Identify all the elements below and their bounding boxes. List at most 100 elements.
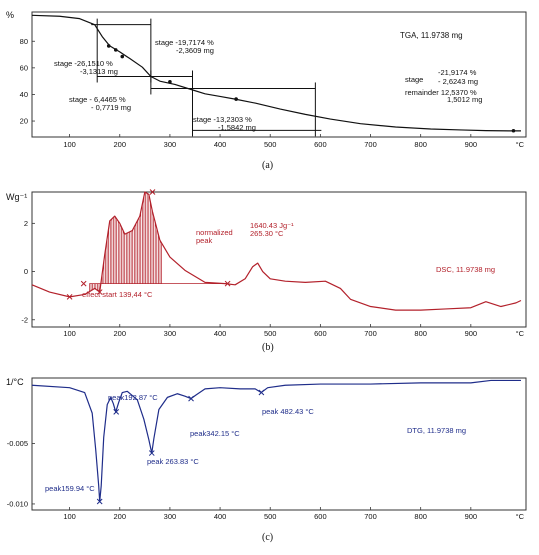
dtg-annotation: peak159.94 °C peak192.87 °C peak 263.83 … — [45, 393, 466, 493]
y-tick-label: 40 — [20, 90, 28, 99]
dtg-plot-area: 100 200 300 400 500 600 700 800 900 °C -0.010 -0.00… — [7, 379, 525, 521]
tga-marker — [113, 48, 118, 52]
dsc-marker — [80, 280, 87, 287]
y-tick-label: -0.005 — [7, 439, 28, 448]
tga-annot-stage5-c: - 2,6243 mg — [438, 77, 478, 86]
x-tick-label: 100 — [63, 140, 76, 149]
x-tick-label: 600 — [314, 140, 327, 149]
dtg-marker — [96, 498, 103, 505]
x-tick-label: 400 — [214, 140, 227, 149]
x-tick-label: 400 — [214, 329, 227, 338]
x-tick-label: 500 — [264, 512, 277, 521]
dsc-marker — [224, 280, 231, 287]
tga-frame — [31, 11, 527, 138]
dsc-marker — [149, 189, 156, 195]
tga-annot-remainder-a: remainder 12,5370 % — [405, 88, 477, 97]
dsc-ylabel: Wg⁻¹ — [6, 192, 27, 202]
dsc-curve — [31, 191, 522, 311]
tga-panel: % 100 200 300 400 500 600 700 800 900 °C20406080 … — [6, 10, 527, 171]
y-tick-label: 60 — [20, 63, 28, 72]
x-tick-label: 500 — [264, 329, 277, 338]
x-tick-label: 900 — [465, 512, 478, 521]
tga-annotation: stage -26,1510 % -3,1313 mg stage -19,71… — [54, 38, 482, 132]
x-tick-label: 600 — [314, 512, 327, 521]
x-tick-label: 700 — [364, 329, 377, 338]
dsc-plot-area: 100 200 300 400 500 600 700 800 900 °C -2 0 2 — [21, 189, 525, 338]
x-tick-label: 300 — [164, 512, 177, 521]
tga-annot-remainder-b: 1,5012 mg — [447, 95, 482, 104]
x-tick-label: 900 — [465, 140, 478, 149]
tga-ylabel: % — [6, 10, 14, 20]
tga-marker — [234, 97, 238, 101]
dtg-annot-peak3: peak 263.83 °C — [147, 457, 199, 466]
y-tick-label: -2 — [21, 315, 28, 324]
x-tick-label: 800 — [414, 329, 427, 338]
x-tick-label: 500 — [264, 140, 277, 149]
dsc-marker — [96, 289, 103, 295]
dsc-marker — [66, 294, 73, 300]
dtg-marker — [258, 389, 265, 396]
dsc-frame — [31, 191, 527, 328]
y-tick-label: 2 — [24, 219, 28, 228]
dtg-curve — [31, 379, 521, 503]
x-axis-label: °C — [516, 140, 525, 149]
x-tick-label: 300 — [164, 329, 177, 338]
tga-annot-stage4-b: -1,5842 mg — [218, 123, 256, 132]
tga-annot-stage5-a: stage — [405, 75, 423, 84]
tga-caption: (a) — [262, 160, 273, 171]
tga-annot-stage2-a: stage -19,7174 % — [155, 38, 214, 47]
x-tick-label: 900 — [465, 329, 478, 338]
dtg-legend-label: DTG, 11.9738 mg — [407, 426, 466, 435]
x-tick-label: 300 — [164, 140, 177, 149]
dsc-legend-label: DSC, 11.9738 mg — [436, 265, 495, 274]
dtg-marker — [188, 395, 194, 402]
x-tick-label: 600 — [314, 329, 327, 338]
x-axis-label: °C — [516, 329, 525, 338]
tga-annot-stage1-b: -3,1313 mg — [80, 67, 118, 76]
x-tick-label: 100 — [63, 512, 76, 521]
dsc-panel: Wg⁻¹ 100 200 300 400 500 600 700 800 900 °C -2 0 2 n… — [6, 189, 527, 353]
y-tick-label: -0.010 — [7, 499, 28, 508]
dtg-marker — [148, 450, 155, 456]
dsc-annotation: normalized peak 1640.43 Jg⁻¹ 265.30 °C e… — [82, 221, 495, 299]
y-tick-label: 0 — [24, 267, 28, 276]
tga-annot-stage3-b: - 0,7719 mg — [91, 103, 131, 112]
y-tick-label: 80 — [20, 37, 28, 46]
dsc-annot-effect-start: effect start 139,44 °C — [82, 290, 153, 299]
dtg-annot-peak4: peak342.15 °C — [190, 429, 240, 438]
dtg-caption: (c) — [262, 532, 273, 543]
dtg-panel: 1/°C 100 200 300 400 500 600 700 800 900 °C -0.010… — [6, 377, 527, 543]
x-tick-label: 400 — [214, 512, 227, 521]
x-tick-label: 700 — [364, 140, 377, 149]
tga-annot-stage5-b: -21,9174 % — [438, 68, 477, 77]
x-tick-label: 200 — [114, 512, 127, 521]
dsc-caption: (b) — [262, 342, 274, 353]
tga-marker — [120, 54, 125, 59]
dsc-annot-temp: 265.30 °C — [250, 229, 284, 238]
tga-marker — [106, 44, 111, 48]
x-tick-label: 100 — [63, 329, 76, 338]
dtg-frame — [31, 377, 527, 511]
tga-annot-stage3-a: stage - 6,4465 % — [69, 95, 126, 104]
tga-marker — [511, 128, 516, 133]
tga-legend-label: TGA, 11.9738 mg — [400, 31, 463, 40]
x-tick-label: 700 — [364, 512, 377, 521]
x-tick-label: 200 — [114, 140, 127, 149]
dsc-annot-value: 1640.43 Jg⁻¹ — [250, 221, 294, 230]
tga-curve — [31, 14, 521, 132]
tga-marker — [168, 80, 172, 84]
tga-annot-stage1-a: stage -26,1510 % — [54, 59, 113, 68]
dtg-annot-peak1: peak159.94 °C — [45, 484, 95, 493]
x-tick-label: 800 — [414, 140, 427, 149]
tga-annot-stage4-a: stage -13,2303 % — [193, 115, 252, 124]
dsc-annot-peak: peak — [196, 236, 213, 245]
dtg-marker — [113, 409, 120, 415]
x-axis-label: °C — [516, 512, 525, 521]
dtg-annot-peak5: peak 482.43 °C — [262, 407, 314, 416]
dtg-ylabel: 1/°C — [6, 377, 24, 387]
tga-annot-stage2-b: -2,3609 mg — [176, 46, 214, 55]
x-tick-label: 200 — [114, 329, 127, 338]
x-tick-label: 800 — [414, 512, 427, 521]
